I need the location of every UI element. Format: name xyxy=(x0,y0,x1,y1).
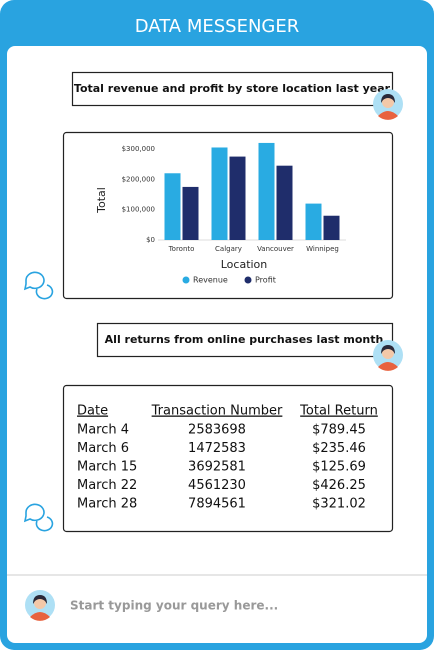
user-avatar xyxy=(373,89,403,120)
bar xyxy=(229,156,246,240)
table-cell: March 22 xyxy=(77,478,137,493)
bar xyxy=(276,165,293,240)
query-text: All returns from online purchases last m… xyxy=(105,333,384,346)
table-cell: 4561230 xyxy=(188,478,246,493)
x-tick-label: Calgary xyxy=(215,245,242,253)
bot-icon xyxy=(23,503,54,532)
query-text: Total revenue and profit by store locati… xyxy=(74,82,391,95)
bar xyxy=(164,173,181,240)
legend-label: Revenue xyxy=(193,276,228,285)
header-title: DATA MESSENGER xyxy=(135,16,300,37)
query-bubble xyxy=(71,71,394,107)
table-cell: March 4 xyxy=(77,423,129,438)
table-cell: $235.46 xyxy=(312,441,366,456)
table-cell: March 15 xyxy=(77,460,137,475)
y-tick-label: $300,000 xyxy=(122,145,155,153)
table-cell: 1472583 xyxy=(188,441,246,456)
result-table: Date Transaction Number Total Return March … xyxy=(77,404,378,512)
table-cell: March 28 xyxy=(77,497,137,512)
x-tick-label: Vancouver xyxy=(257,245,294,253)
legend-label: Profit xyxy=(255,276,276,285)
x-axis-label: Location xyxy=(221,258,268,271)
bar xyxy=(305,203,322,240)
user-avatar xyxy=(373,340,403,371)
bar xyxy=(182,186,199,240)
bar xyxy=(323,215,340,240)
query-bubble xyxy=(96,322,394,358)
y-tick-label: $200,000 xyxy=(122,175,155,183)
y-tick-label: $100,000 xyxy=(122,206,155,214)
table-cell: $321.02 xyxy=(312,497,366,512)
column-header: Transaction Number xyxy=(151,404,283,419)
table-cell: 3692581 xyxy=(188,460,246,475)
table-cell: $789.45 xyxy=(312,423,366,438)
table-cell: 2583698 xyxy=(188,423,246,438)
y-axis-label: Total xyxy=(95,187,108,214)
query-input[interactable]: Start typing your query here... xyxy=(70,599,278,613)
table-card xyxy=(62,384,394,533)
chart: $0 $100,000 $200,000 $300,000 Toronto Calgary… xyxy=(95,142,346,285)
x-tick-label: Toronto xyxy=(168,245,195,253)
column-header: Date xyxy=(77,404,108,419)
legend-swatch xyxy=(244,276,252,284)
table-cell: $125.69 xyxy=(312,460,366,475)
table-cell: March 6 xyxy=(77,441,129,456)
x-tick-label: Winnipeg xyxy=(306,245,339,253)
chart-card xyxy=(62,131,394,300)
bar xyxy=(258,142,275,240)
column-header: Total Return xyxy=(299,404,378,419)
table-cell: $426.25 xyxy=(312,478,366,493)
input-avatar xyxy=(25,590,55,621)
legend-swatch xyxy=(182,276,190,284)
bar xyxy=(211,147,228,240)
bot-icon xyxy=(23,271,54,300)
table-cell: 7894561 xyxy=(188,497,246,512)
y-tick-label: $0 xyxy=(146,236,155,244)
